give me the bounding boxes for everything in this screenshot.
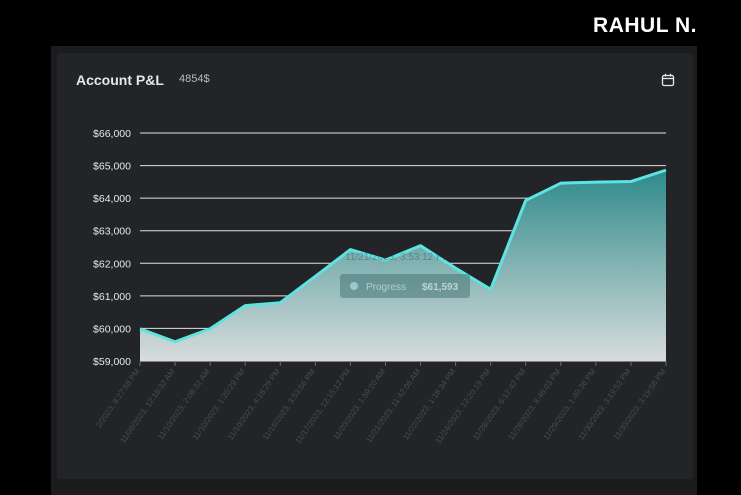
area-fill-layer bbox=[140, 170, 666, 361]
y-tick-label: $59,000 bbox=[93, 356, 131, 368]
y-axis-ticks: $59,000 $60,000 $61,000 $62,000 $63,000 $64,0… bbox=[93, 128, 131, 368]
series-line-layer bbox=[139, 168, 667, 344]
series-line bbox=[139, 168, 667, 344]
calendar-button[interactable] bbox=[660, 72, 676, 88]
y-tick-label: $66,000 bbox=[93, 128, 131, 140]
brand-logo-text: RAHUL N. bbox=[593, 14, 697, 37]
tooltip-date: 11/21/2023, 3:53:12 PM bbox=[345, 252, 451, 263]
calendar-icon bbox=[661, 73, 675, 87]
tooltip-value: $61,593 bbox=[422, 282, 459, 293]
y-tick-label: $60,000 bbox=[93, 323, 131, 335]
y-tick-label: $65,000 bbox=[93, 161, 131, 173]
tooltip-series-label: Progress bbox=[366, 282, 406, 293]
tooltip: 11/21/2023, 3:53:12 PM Progress $61,593 bbox=[340, 252, 470, 298]
card-value: 4854$ bbox=[179, 73, 210, 85]
y-tick-label: $62,000 bbox=[93, 258, 131, 270]
y-tick-label: $63,000 bbox=[93, 226, 131, 238]
series-area bbox=[140, 170, 666, 361]
tooltip-series-swatch bbox=[350, 282, 358, 290]
card-title: Account P&L bbox=[76, 72, 164, 88]
tooltip-box bbox=[340, 274, 470, 298]
y-tick-label: $64,000 bbox=[93, 193, 131, 205]
y-tick-label: $61,000 bbox=[93, 291, 131, 303]
